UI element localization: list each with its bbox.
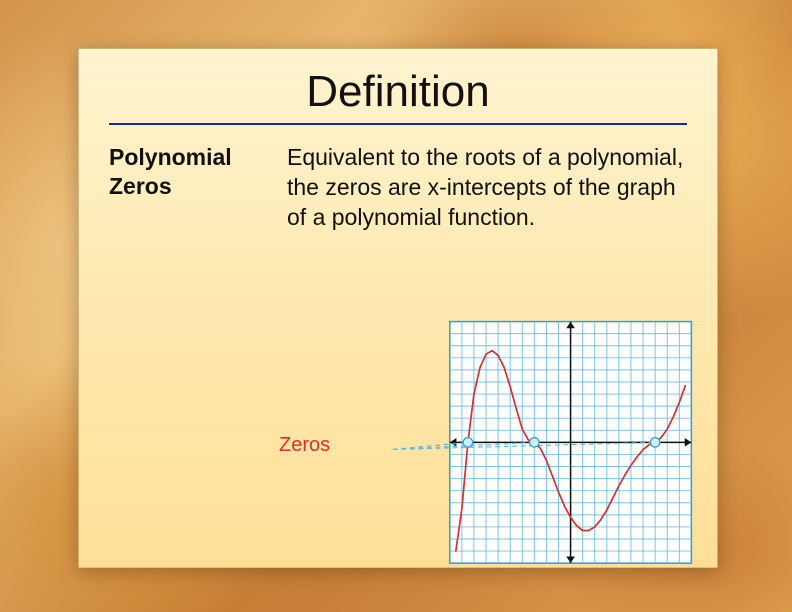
zero-marker [463, 438, 472, 447]
definition-text: Equivalent to the roots of a polynomial,… [287, 143, 687, 233]
chart-region: Zeros [279, 314, 759, 594]
title-divider [109, 123, 687, 125]
polynomial-chart [374, 314, 734, 584]
term-line-2: Zeros [109, 173, 172, 199]
content-row: Polynomial Zeros Equivalent to the roots… [109, 143, 687, 233]
card-title: Definition [109, 67, 687, 117]
definition-card: Definition Polynomial Zeros Equivalent t… [78, 48, 718, 568]
term-line-1: Polynomial [109, 144, 232, 170]
term-column: Polynomial Zeros [109, 143, 259, 233]
zero-marker [530, 438, 539, 447]
zeros-callout-label: Zeros [279, 434, 330, 457]
zero-marker [650, 438, 659, 447]
